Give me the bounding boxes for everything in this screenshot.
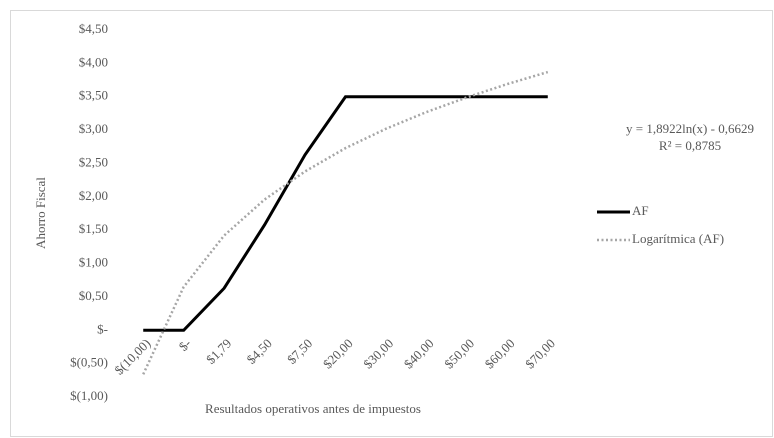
y-axis-title: Ahorro Fiscal [33,177,48,249]
series-line [143,95,548,332]
y-tick-label: $1,00 [79,255,108,270]
y-tick-label: $4,00 [79,54,108,69]
y-tick-label: $(1,00) [70,388,108,403]
y-tick-label: $3,50 [79,88,108,103]
y-tick-label: $2,00 [79,188,108,203]
trend-r2: R² = 0,8785 [659,138,721,153]
y-tick-label: $0,50 [79,288,108,303]
x-axis-title: Resultados operativos antes de impuestos [205,401,421,416]
y-tick-label: $3,00 [79,121,108,136]
trend-equation: y = 1,8922ln(x) - 0,6629 [626,121,754,136]
y-tick-label: $1,50 [79,221,108,236]
legend-label: AF [632,203,649,218]
series-line [142,70,549,375]
y-tick-label: $(0,50) [70,355,108,370]
y-tick-label: $- [97,321,108,336]
y-tick-label: $2,50 [79,154,108,169]
y-tick-label: $4,50 [79,21,108,36]
legend-label: Logarítmica (AF) [632,231,724,246]
chart-border [10,10,773,437]
